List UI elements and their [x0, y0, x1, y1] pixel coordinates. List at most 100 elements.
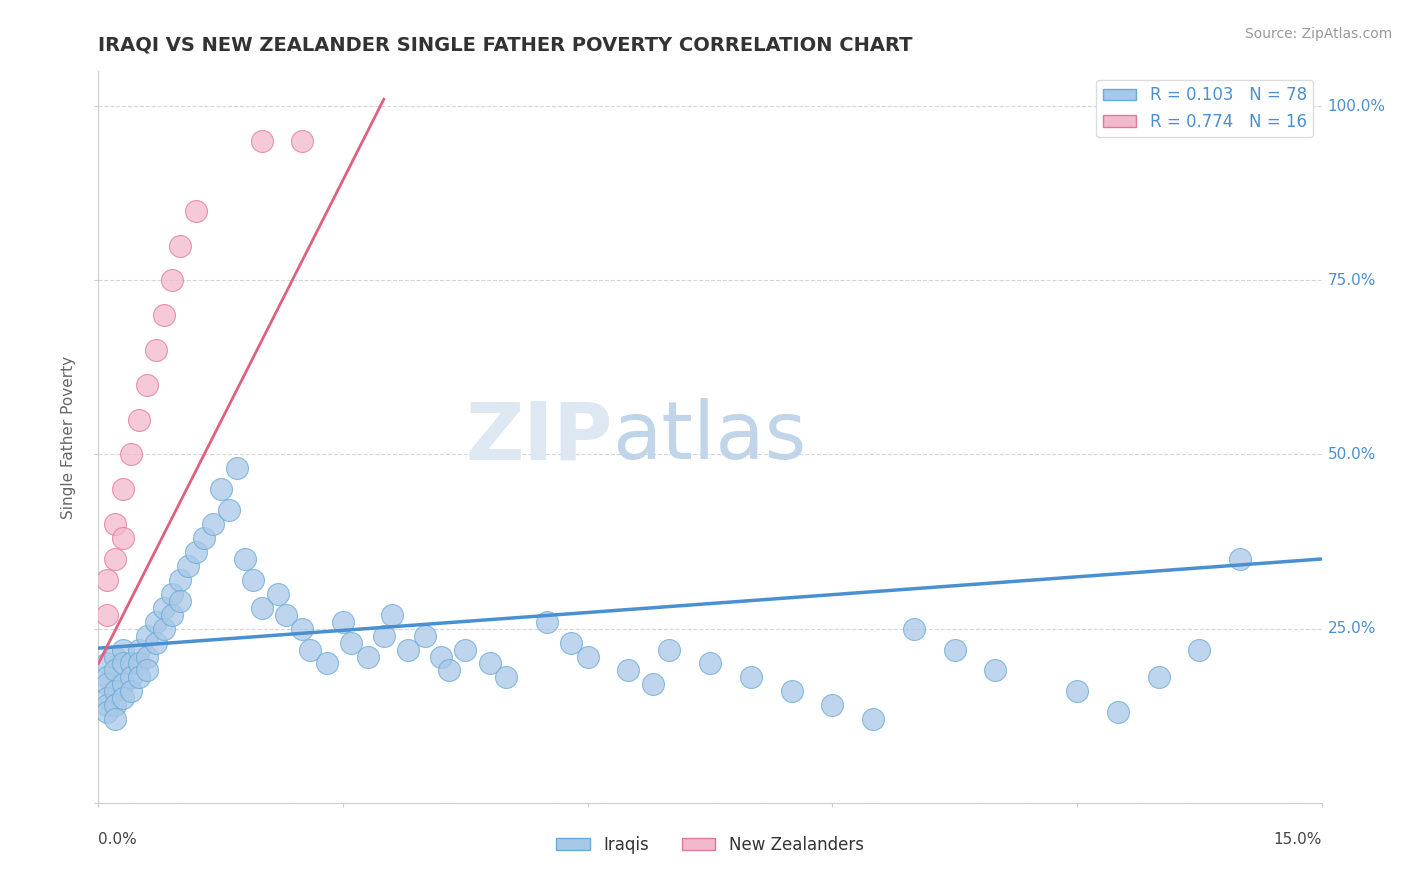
Point: [617, 664, 640, 678]
Point: [128, 657, 150, 671]
Point: [1107, 705, 1129, 719]
Point: [1229, 552, 1251, 566]
Text: Source: ZipAtlas.com: Source: ZipAtlas.com: [1244, 27, 1392, 41]
Point: [104, 684, 127, 698]
Point: [104, 552, 127, 566]
Point: [658, 642, 681, 657]
Point: [478, 657, 501, 671]
Point: [152, 622, 174, 636]
Point: [381, 607, 404, 622]
Point: [111, 691, 134, 706]
Point: [250, 600, 273, 615]
Point: [120, 448, 142, 462]
Point: [128, 412, 150, 426]
Text: 25.0%: 25.0%: [1327, 621, 1376, 636]
Point: [1066, 684, 1088, 698]
Point: [111, 531, 134, 545]
Point: [218, 503, 240, 517]
Point: [169, 573, 191, 587]
Point: [145, 615, 167, 629]
Point: [291, 134, 314, 148]
Point: [903, 622, 925, 636]
Point: [454, 642, 477, 657]
Point: [96, 691, 118, 706]
Point: [111, 677, 134, 691]
Point: [780, 684, 803, 698]
Point: [104, 649, 127, 664]
Point: [740, 670, 762, 684]
Point: [340, 635, 363, 649]
Point: [120, 657, 142, 671]
Text: 50.0%: 50.0%: [1327, 447, 1376, 462]
Point: [120, 670, 142, 684]
Point: [111, 483, 134, 497]
Point: [356, 649, 378, 664]
Text: 0.0%: 0.0%: [98, 832, 138, 847]
Point: [104, 517, 127, 532]
Point: [209, 483, 232, 497]
Y-axis label: Single Father Poverty: Single Father Poverty: [60, 356, 76, 518]
Point: [111, 657, 134, 671]
Point: [128, 642, 150, 657]
Point: [274, 607, 297, 622]
Text: ZIP: ZIP: [465, 398, 612, 476]
Point: [576, 649, 599, 664]
Point: [201, 517, 224, 532]
Point: [267, 587, 290, 601]
Point: [169, 238, 191, 252]
Point: [136, 629, 159, 643]
Point: [186, 203, 208, 218]
Point: [250, 134, 273, 148]
Point: [193, 531, 215, 545]
Point: [96, 670, 118, 684]
Point: [821, 698, 844, 713]
Point: [136, 377, 159, 392]
Text: IRAQI VS NEW ZEALANDER SINGLE FATHER POVERTY CORRELATION CHART: IRAQI VS NEW ZEALANDER SINGLE FATHER POV…: [98, 36, 912, 54]
Point: [536, 615, 558, 629]
Point: [699, 657, 721, 671]
Text: 75.0%: 75.0%: [1327, 273, 1376, 288]
Point: [315, 657, 337, 671]
Point: [984, 664, 1007, 678]
Point: [413, 629, 436, 643]
Point: [373, 629, 395, 643]
Point: [128, 670, 150, 684]
Point: [437, 664, 460, 678]
Point: [862, 712, 884, 726]
Text: 15.0%: 15.0%: [1274, 832, 1322, 847]
Point: [120, 684, 142, 698]
Point: [160, 607, 183, 622]
Point: [96, 607, 118, 622]
Point: [96, 573, 118, 587]
Point: [96, 705, 118, 719]
Point: [242, 573, 264, 587]
Point: [136, 649, 159, 664]
Point: [160, 273, 183, 287]
Point: [332, 615, 354, 629]
Point: [96, 677, 118, 691]
Point: [299, 642, 322, 657]
Point: [641, 677, 664, 691]
Point: [1188, 642, 1211, 657]
Point: [136, 664, 159, 678]
Point: [291, 622, 314, 636]
Point: [169, 594, 191, 608]
Point: [396, 642, 419, 657]
Point: [111, 642, 134, 657]
Point: [226, 461, 249, 475]
Point: [495, 670, 517, 684]
Point: [104, 712, 127, 726]
Point: [96, 657, 118, 671]
Point: [104, 664, 127, 678]
Point: [104, 698, 127, 713]
Point: [177, 558, 200, 573]
Point: [1147, 670, 1170, 684]
Point: [152, 308, 174, 322]
Point: [233, 552, 256, 566]
Point: [145, 343, 167, 357]
Text: atlas: atlas: [612, 398, 807, 476]
Point: [430, 649, 453, 664]
Point: [152, 600, 174, 615]
Point: [145, 635, 167, 649]
Point: [560, 635, 582, 649]
